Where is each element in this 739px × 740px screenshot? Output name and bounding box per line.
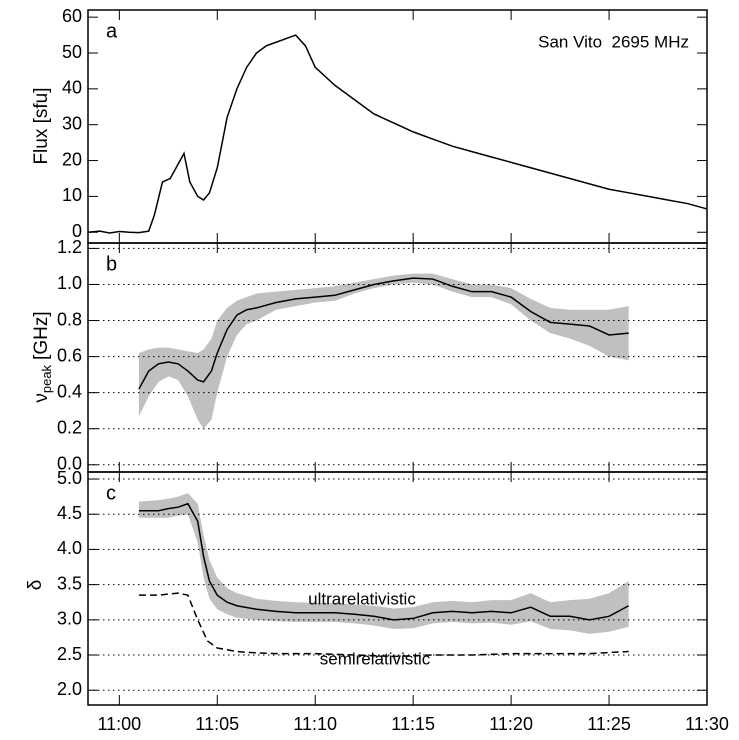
series-label: semirelativistic <box>320 649 431 668</box>
y-tick-label: 1.2 <box>57 237 82 257</box>
panel-label: a <box>106 20 118 42</box>
y-tick-label: 4.5 <box>57 503 82 523</box>
y-axis-label: δ <box>25 580 46 591</box>
y-axis-label-main: Flux [sfu] <box>31 87 52 164</box>
error-band <box>138 273 629 429</box>
y-tick-label: 50 <box>62 42 82 62</box>
y-axis-label-sub: peak <box>39 364 54 393</box>
y-axis-label: νpeak [GHz] <box>31 311 54 402</box>
y-axis-label: Flux [sfu] <box>31 87 52 164</box>
y-tick-label: 60 <box>62 6 82 26</box>
x-tick-label: 11:10 <box>293 714 337 734</box>
x-tick-label: 11:15 <box>391 714 435 734</box>
y-tick-label: 1.0 <box>57 273 82 293</box>
y-tick-label: 20 <box>62 149 82 169</box>
y-tick-label: 3.0 <box>57 609 82 629</box>
y-tick-label: 4.0 <box>57 538 82 558</box>
x-tick-label: 11:25 <box>587 714 631 734</box>
data-line <box>87 34 708 234</box>
y-tick-label: 30 <box>62 113 82 133</box>
y-tick-label: 0.2 <box>57 417 82 437</box>
y-tick-label: 0.8 <box>57 309 82 329</box>
panel-label: c <box>106 482 116 504</box>
y-tick-label: 0.6 <box>57 345 82 365</box>
y-axis-label-main: δ <box>25 580 46 591</box>
plot-frame <box>87 471 708 706</box>
y-axis-label-main: ν <box>31 393 52 403</box>
y-tick-label: 2.0 <box>57 679 82 699</box>
x-tick-label: 11:30 <box>685 714 729 734</box>
x-tick-label: 11:00 <box>97 714 141 734</box>
y-tick-label: 10 <box>62 185 82 205</box>
x-tick-label: 11:05 <box>195 714 239 734</box>
x-tick-label: 11:20 <box>489 714 533 734</box>
panel-label: b <box>106 253 117 275</box>
annotation: San Vito 2695 MHz <box>538 32 689 51</box>
y-tick-label: 5.0 <box>57 468 82 488</box>
data-line <box>138 277 629 390</box>
error-band <box>138 493 629 634</box>
y-tick-label: 0.4 <box>57 381 82 401</box>
data-line <box>138 502 630 621</box>
y-tick-label: 2.5 <box>57 644 82 664</box>
y-tick-label: 40 <box>62 78 82 98</box>
series-label: ultrarelativistic <box>308 589 416 608</box>
y-tick-label: 3.5 <box>57 573 82 593</box>
y-axis-label-unit: [GHz] <box>31 311 52 360</box>
y-tick-label: 0.0 <box>57 454 82 474</box>
y-tick-label: 0 <box>72 221 82 241</box>
data-line <box>138 592 629 658</box>
